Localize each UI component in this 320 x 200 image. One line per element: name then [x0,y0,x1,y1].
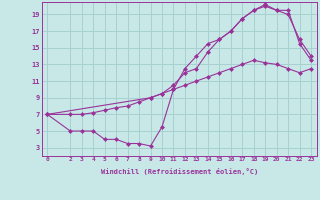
X-axis label: Windchill (Refroidissement éolien,°C): Windchill (Refroidissement éolien,°C) [100,168,258,175]
